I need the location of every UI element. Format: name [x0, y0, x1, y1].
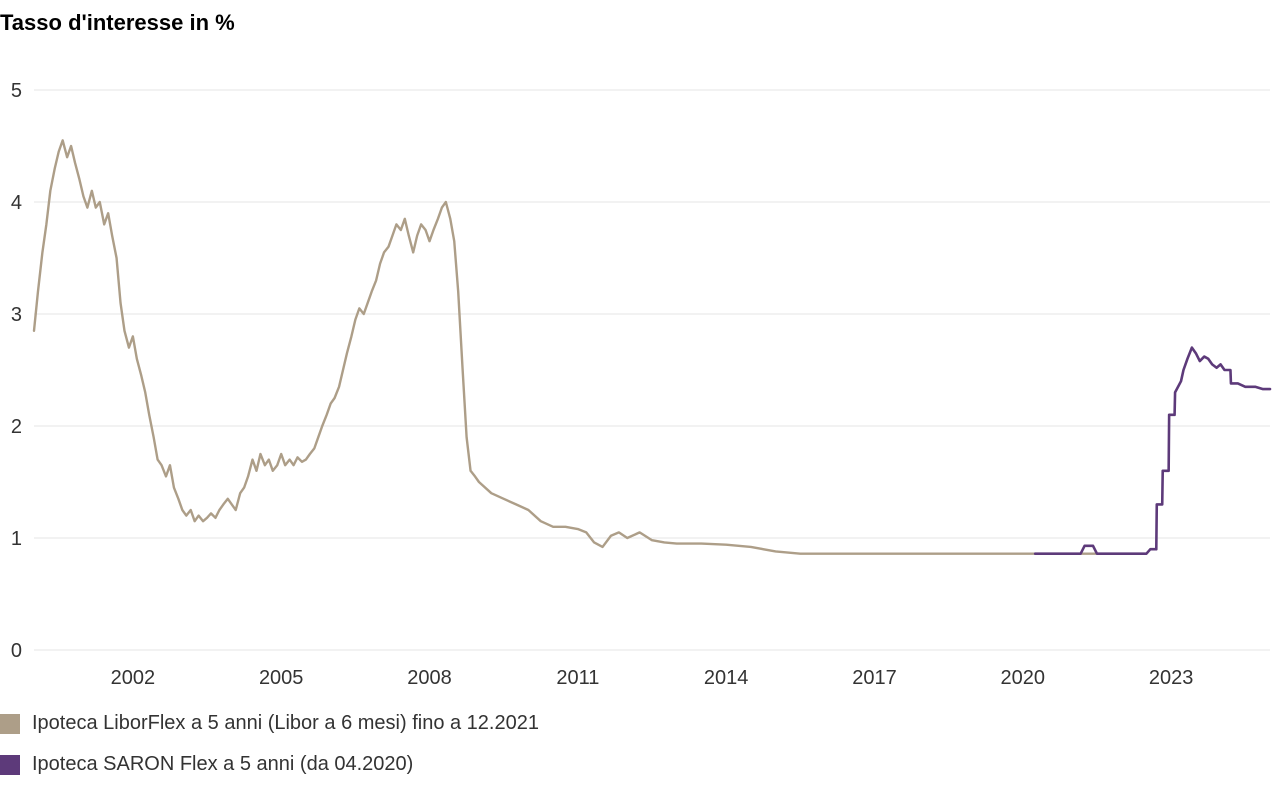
- legend: Ipoteca LiborFlex a 5 anni (Libor a 6 me…: [0, 712, 539, 794]
- y-tick-label: 0: [11, 640, 22, 662]
- legend-label: Ipoteca LiborFlex a 5 anni (Libor a 6 me…: [32, 712, 539, 735]
- legend-item-libor: Ipoteca LiborFlex a 5 anni (Libor a 6 me…: [0, 712, 539, 735]
- y-tick-label: 5: [11, 80, 22, 102]
- x-tick-label: 2020: [1001, 667, 1046, 689]
- legend-label: Ipoteca SARON Flex a 5 anni (da 04.2020): [32, 753, 413, 776]
- x-tick-label: 2017: [852, 667, 897, 689]
- series-saron: [1035, 348, 1270, 554]
- x-tick-label: 2008: [407, 667, 452, 689]
- y-tick-label: 4: [11, 192, 22, 214]
- y-tick-label: 3: [11, 304, 22, 326]
- x-tick-label: 2011: [556, 667, 599, 689]
- x-tick-label: 2023: [1149, 667, 1194, 689]
- x-tick-label: 2014: [704, 667, 749, 689]
- legend-swatch: [0, 755, 20, 775]
- legend-swatch: [0, 714, 20, 734]
- y-tick-label: 2: [11, 416, 22, 438]
- chart-title: Tasso d'interesse in %: [0, 10, 235, 36]
- x-tick-label: 2005: [259, 667, 304, 689]
- y-tick-label: 1: [11, 528, 22, 550]
- x-tick-label: 2002: [111, 667, 156, 689]
- line-chart: 0 1 2 3 4 5 2002 2005 2008 2011 2014 2017 2020 2023: [0, 80, 1280, 700]
- legend-item-saron: Ipoteca SARON Flex a 5 anni (da 04.2020): [0, 753, 539, 776]
